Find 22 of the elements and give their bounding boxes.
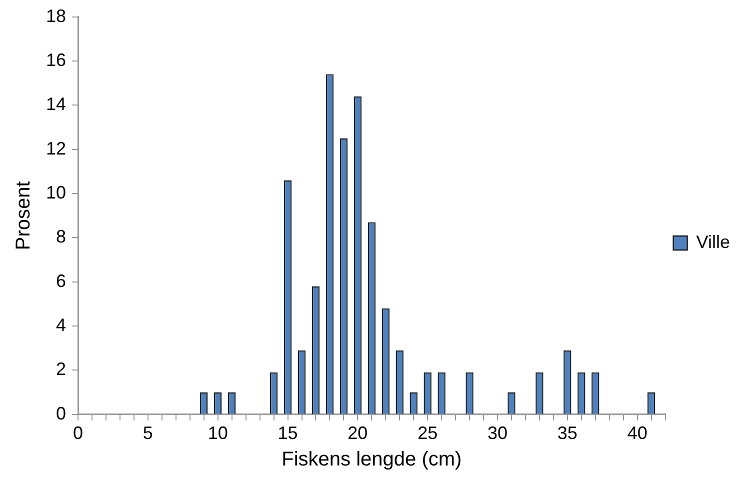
y-tick-label: 18: [46, 6, 66, 26]
y-tick-label: 4: [56, 315, 66, 336]
y-tick-label: 2: [56, 359, 66, 380]
y-tick-label: 14: [46, 94, 66, 114]
x-axis-title: Fiskens lengde (cm): [282, 448, 462, 471]
x-tick-label: 5: [142, 423, 153, 444]
x-tick-label: 40: [627, 423, 648, 444]
x-tick-label: 20: [348, 423, 368, 444]
y-tick-label: 6: [56, 270, 66, 291]
y-tick-label: 0: [56, 403, 66, 424]
y-tick-label: 10: [46, 182, 66, 202]
y-tick-label: 12: [46, 138, 66, 158]
x-tick-label: 30: [488, 423, 508, 444]
y-tick-label: 8: [56, 226, 66, 247]
y-tick-label: 16: [46, 50, 66, 70]
legend-label: Ville: [696, 232, 730, 252]
x-tick-label: 35: [557, 423, 578, 444]
x-tick-label: 25: [418, 423, 438, 444]
x-tick-label: 15: [278, 423, 298, 444]
x-tick-label: 0: [73, 423, 84, 444]
y-axis-title: Prosent: [12, 180, 35, 250]
x-tick-label: 10: [208, 423, 228, 444]
